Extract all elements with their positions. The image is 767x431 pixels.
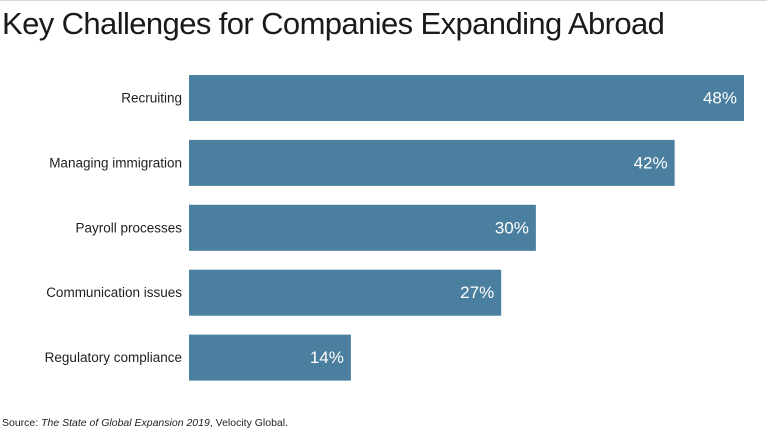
bar-chart: Recruiting 48% Managing immigration 42% Payr… xyxy=(45,75,744,381)
chart-title: Key Challenges for Companies Expanding A… xyxy=(2,6,665,41)
source-prefix: Source: xyxy=(2,417,42,429)
source-publication: The State of Global Expansion 2019 xyxy=(41,417,210,429)
category-label-recruiting: Recruiting xyxy=(121,91,182,106)
bar-managing-immigration xyxy=(189,139,675,186)
category-label-communication-issues: Communication issues xyxy=(46,285,182,300)
bar-communication-issues xyxy=(189,269,502,316)
value-label-communication-issues: 27% xyxy=(460,283,494,302)
value-label-recruiting: 48% xyxy=(703,89,737,108)
value-label-managing-immigration: 42% xyxy=(634,153,668,172)
source-note: Source: The State of Global Expansion 20… xyxy=(2,416,288,430)
category-label-payroll-processes: Payroll processes xyxy=(75,220,182,235)
value-label-regulatory-compliance: 14% xyxy=(310,348,344,367)
bar-payroll-processes xyxy=(189,204,536,251)
category-label-regulatory-compliance: Regulatory compliance xyxy=(45,350,182,365)
bar-regulatory-compliance xyxy=(189,334,351,381)
source-suffix: , Velocity Global. xyxy=(209,417,289,429)
category-label-managing-immigration: Managing immigration xyxy=(49,155,182,170)
top-rule xyxy=(0,0,767,1)
value-label-payroll-processes: 30% xyxy=(495,218,529,237)
bar-recruiting xyxy=(189,75,744,121)
